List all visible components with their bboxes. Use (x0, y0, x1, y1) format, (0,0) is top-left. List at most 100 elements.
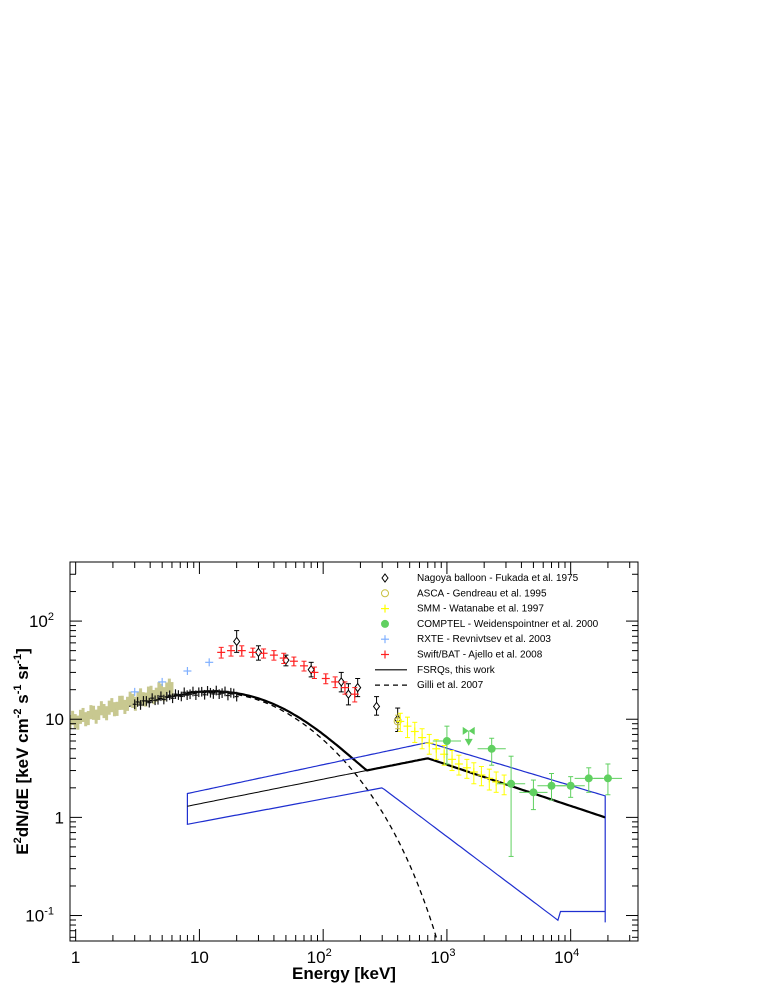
data-point-s5-5 (269, 651, 278, 660)
legend-entry-7-label: Gilli et al. 2007 (417, 680, 484, 691)
data-point-s0-1 (254, 647, 263, 658)
y-title-part-sup3: -1 (12, 684, 24, 694)
data-point-s5-2 (237, 646, 246, 655)
data-point-s3-1 (487, 744, 496, 753)
data-point-s2-12 (485, 774, 494, 783)
fsrq-uncertainty-band (186, 742, 606, 923)
data-point-s2-4 (425, 739, 434, 748)
data-point-s5-4 (259, 649, 268, 658)
data-point-s3-3 (529, 788, 538, 797)
data-point-s3-7 (603, 774, 612, 783)
data-point-s5-10 (321, 674, 330, 683)
legend-entry-2: SMM - Watanabe et al. 1997 (381, 604, 544, 615)
data-point-s4-1 (158, 677, 167, 686)
x-tick-label-3: 103 (430, 947, 455, 967)
legend-entry-5-marker (381, 650, 389, 659)
data-point-s5-1 (227, 646, 236, 655)
data-point-s0-6 (354, 682, 362, 693)
legend-entry-6-label: FSRQs, this work (417, 665, 496, 676)
data-point-s2-2 (410, 727, 419, 736)
data-point-s3-0 (442, 737, 451, 746)
data-point-s4-2 (183, 667, 192, 676)
legend-entry-1: ASCA - Gendreau et al. 1995 (381, 588, 547, 599)
legend-entry-7: Gilli et al. 2007 (375, 680, 484, 691)
data-point-s0-0 (233, 636, 241, 647)
legend-entry-2-label: SMM - Watanabe et al. 1997 (417, 604, 544, 615)
data-point-s2-8 (454, 759, 463, 768)
legend-entry-3: COMPTEL - Weidenspointner et al. 2000 (381, 619, 599, 630)
legend-entry-0: Nagoya balloon - Fukada et al. 1975 (381, 573, 579, 584)
y-tick-label-3: 102 (29, 611, 54, 631)
legend-entry-6: FSRQs, this work (375, 665, 496, 676)
legend: Nagoya balloon - Fukada et al. 1975 ASCA … (375, 573, 599, 691)
data-point-s0-3 (307, 664, 315, 675)
data-point-s2-10 (469, 767, 478, 776)
data-point-s2-0 (396, 717, 405, 726)
data-point-s2-11 (477, 771, 486, 780)
series-rxte-dense (132, 685, 239, 710)
data-point-s4-3 (205, 658, 214, 667)
legend-entry-0-label: Nagoya balloon - Fukada et al. 1975 (417, 573, 579, 584)
data-point-s5-13 (350, 690, 359, 699)
series-2 (396, 712, 509, 796)
legend-entry-3-marker (381, 619, 389, 628)
upper-limit-s3-0-arrow (464, 738, 473, 746)
data-point-s5-6 (279, 654, 288, 663)
upper-limit-s3-0-left (462, 726, 469, 735)
axis-ticks (69, 561, 638, 941)
y-title-part-mid2: s (13, 694, 32, 708)
data-point-s5-7 (289, 657, 298, 666)
upper-limit-s3-0-right (468, 726, 475, 735)
x-tick-label-2: 102 (307, 947, 332, 967)
data-point-s2-9 (462, 763, 471, 772)
legend-entry-4-marker (381, 635, 389, 644)
y-title-part-sup2: -2 (12, 708, 24, 718)
plot-frame (69, 561, 639, 942)
data-point-s5-3 (248, 648, 257, 657)
legend-entry-2-marker (381, 604, 389, 613)
x-tick-label-0: 1 (71, 948, 80, 967)
series-0 (233, 630, 402, 732)
data-point-s2-3 (418, 733, 427, 742)
y-title-part-base: E (13, 843, 32, 854)
series-4 (130, 658, 214, 696)
tick-labels: 1 10 102 103 104 10-1 1 10 102 (25, 611, 579, 967)
data-point-s2-13 (492, 777, 501, 786)
series-5 (217, 645, 359, 703)
data-layer (70, 630, 623, 941)
data-point-s3-4 (547, 781, 556, 790)
y-tick-label-0: 10-1 (25, 906, 54, 926)
legend-entry-4: RXTE - Revnivtsev et al. 2003 (381, 634, 551, 645)
legend-entry-1-marker (381, 589, 389, 598)
y-title-part-end: ] (13, 648, 32, 654)
series-olive-lowenergy (70, 678, 174, 730)
curve-gilli-2007 (70, 691, 439, 941)
data-point-s5-11 (331, 677, 340, 686)
data-point-s5-12 (340, 683, 349, 692)
y-title-part-mid3: sr (13, 663, 32, 684)
upper-limit-s3-0 (462, 726, 475, 746)
legend-entry-0-marker (381, 573, 389, 583)
curve-fsrq (187, 757, 606, 818)
data-point-s0-7 (372, 701, 381, 712)
data-point-s5-9 (310, 668, 319, 677)
data-point-s3-2 (507, 779, 516, 788)
data-point-s2-7 (448, 755, 457, 764)
y-title-part-mid1: dN/dE [keV cm (13, 718, 32, 837)
y-title-part-sup4: -1 (12, 654, 24, 664)
data-point-s0-4 (337, 677, 345, 687)
x-tick-label-1: 10 (190, 948, 209, 967)
data-point-s2-5 (432, 744, 441, 753)
data-point-s5-8 (299, 661, 308, 670)
y-axis-title: E2dN/dE [keV cm-2 s-1 sr-1] (12, 648, 32, 855)
series-3 (432, 725, 623, 857)
legend-entry-5-label: Swift/BAT - Ajello et al. 2008 (417, 650, 543, 661)
data-point-s5-0 (217, 648, 226, 657)
y-tick-label-1: 1 (55, 808, 64, 827)
legend-entry-3-label: COMPTEL - Weidenspointner et al. 2000 (417, 619, 599, 630)
data-point-s3-6 (584, 774, 593, 783)
legend-entry-1-label: ASCA - Gendreau et al. 1995 (417, 588, 547, 599)
data-point-s2-1 (403, 722, 412, 731)
x-tick-label-4: 104 (554, 947, 579, 967)
